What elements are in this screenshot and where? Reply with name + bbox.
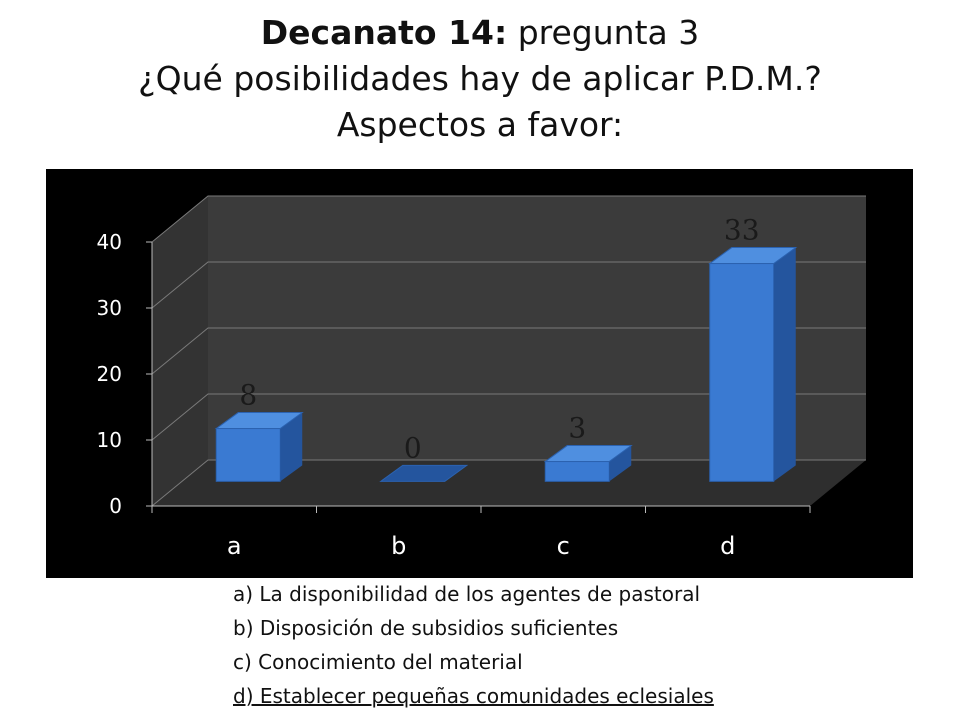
bar-side bbox=[280, 412, 303, 482]
y-tick-label: 40 bbox=[97, 230, 122, 254]
legend-item-d: d) Establecer pequeñas comunidades ecles… bbox=[233, 684, 714, 708]
title-question-number: pregunta 3 bbox=[507, 13, 700, 52]
title-line-1: Decanato 14: pregunta 3 bbox=[0, 10, 960, 56]
y-tick-label: 20 bbox=[97, 362, 122, 386]
bar-top bbox=[379, 464, 469, 482]
gridline bbox=[151, 261, 866, 309]
bar-front bbox=[544, 461, 610, 482]
y-tick-label: 0 bbox=[109, 494, 122, 518]
gridline bbox=[151, 393, 866, 441]
data-label: 8 bbox=[239, 379, 257, 412]
category-legend: a) La disponibilidad de los agentes de p… bbox=[233, 577, 714, 713]
gridline bbox=[151, 327, 866, 375]
legend-item-c: c) Conocimiento del material bbox=[233, 650, 523, 674]
data-label: 3 bbox=[568, 412, 586, 445]
title-line-2: ¿Qué posibilidades hay de aplicar P.D.M.… bbox=[138, 59, 822, 98]
gridline bbox=[151, 195, 866, 243]
x-category-label: a bbox=[227, 532, 242, 560]
y-tick-label: 10 bbox=[97, 428, 122, 452]
bar-side bbox=[773, 247, 796, 482]
title-decanato: Decanato 14: bbox=[260, 13, 508, 52]
gridline bbox=[151, 459, 866, 507]
bar-front bbox=[215, 428, 281, 482]
y-tick-label: 30 bbox=[97, 296, 122, 320]
x-category-label: c bbox=[557, 532, 570, 560]
chart-floor bbox=[152, 460, 866, 506]
bar-side bbox=[609, 445, 632, 482]
legend-item-a: a) La disponibilidad de los agentes de p… bbox=[233, 582, 701, 606]
x-category-label: d bbox=[720, 532, 735, 560]
bar-top bbox=[543, 445, 633, 463]
data-label: 0 bbox=[404, 431, 422, 464]
legend-item-b: b) Disposición de subsidios suficientes bbox=[233, 616, 619, 640]
chart-area: 0 10 20 30 40 8 a 0 b 3 c 33 d bbox=[46, 169, 913, 578]
bar-top bbox=[708, 247, 798, 265]
title-line-3: Aspectos a favor: bbox=[336, 105, 624, 144]
x-category-label: b bbox=[391, 532, 406, 560]
data-label: 33 bbox=[724, 214, 760, 247]
bar-top bbox=[214, 412, 304, 430]
bar-chart: 0 10 20 30 40 8 a 0 b 3 c 33 d bbox=[97, 195, 866, 560]
slide-title: Decanato 14: pregunta 3 ¿Qué posibilidad… bbox=[0, 10, 960, 148]
bar-front bbox=[709, 263, 775, 482]
